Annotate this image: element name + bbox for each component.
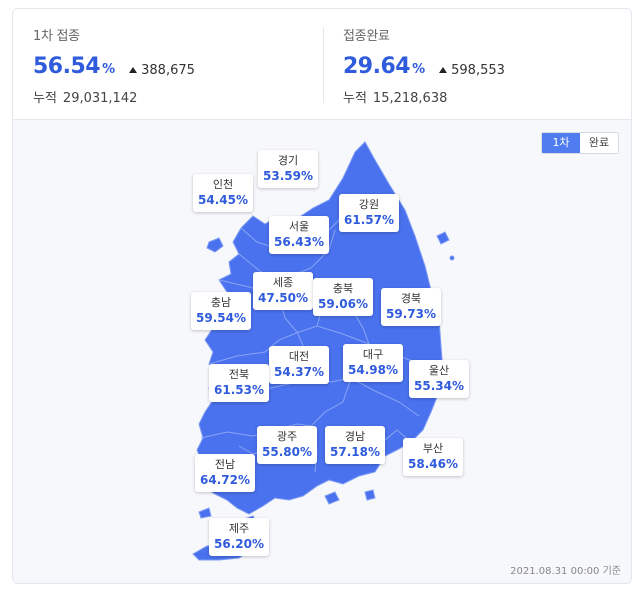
first-dose-cumulative: 누적 29,031,142	[33, 87, 195, 106]
region-name: 울산	[428, 364, 450, 377]
region-name: 부산	[422, 442, 444, 455]
completed-percent: 29.64	[343, 54, 411, 79]
region-border	[208, 325, 370, 365]
first-dose-delta-value: 388,675	[141, 62, 195, 78]
region-jeju[interactable]: 제주 56.20%	[209, 518, 269, 556]
dose-toggle: 1차 완료	[541, 132, 619, 154]
region-gwangju[interactable]: 광주 55.80%	[257, 426, 317, 464]
up-triangle-icon	[439, 67, 448, 73]
first-dose-label: 1차 접종	[33, 29, 80, 44]
region-gyeongnam[interactable]: 경남 57.18%	[325, 426, 385, 464]
first-dose-delta: 388,675	[129, 63, 195, 78]
region-busan[interactable]: 부산 58.46%	[403, 438, 463, 476]
completed-cumulative: 누적 15,218,638	[343, 87, 505, 106]
region-name: 제주	[228, 522, 250, 535]
region-chungnam[interactable]: 충남 59.54%	[191, 292, 251, 330]
region-seoul[interactable]: 서울 56.43%	[269, 216, 329, 254]
region-name: 충남	[210, 296, 232, 309]
completed-delta: 598,553	[439, 63, 505, 78]
region-name: 전북	[228, 368, 250, 381]
region-sejong[interactable]: 세종 47.50%	[253, 272, 313, 310]
region-gyeongbuk[interactable]: 경북 59.73%	[381, 288, 441, 326]
south-island-shape	[364, 489, 376, 501]
region-name: 광주	[276, 430, 298, 443]
region-incheon[interactable]: 인천 54.45%	[193, 174, 253, 212]
ulleung-island-shape	[449, 255, 455, 261]
region-value: 54.45%	[198, 193, 248, 207]
completed-delta-value: 598,553	[451, 62, 505, 78]
region-value: 53.59%	[263, 169, 313, 183]
region-name: 인천	[212, 178, 234, 191]
incheon-island-shape	[206, 237, 224, 253]
region-name: 경북	[400, 292, 422, 305]
completed-cumulative-label: 누적	[343, 91, 367, 106]
east-island-shape	[436, 231, 450, 245]
region-value: 59.06%	[318, 297, 368, 311]
region-name: 서울	[288, 220, 310, 233]
region-chungbuk[interactable]: 충북 59.06%	[313, 278, 373, 316]
map-area: 1차 완료	[13, 119, 631, 583]
vaccination-card: 1차 접종 56.54 % 388,675 누적 29,031,142 접종완료 …	[12, 8, 632, 584]
region-daegu[interactable]: 대구 54.98%	[343, 344, 403, 382]
first-dose-percent: 56.54	[33, 54, 101, 79]
region-value: 55.34%	[414, 379, 464, 393]
region-ulsan[interactable]: 울산 55.34%	[409, 360, 469, 398]
completed-cumulative-value: 15,218,638	[372, 91, 448, 106]
south-island-shape	[324, 491, 340, 505]
region-name: 충북	[332, 282, 354, 295]
first-dose-cumulative-value: 29,031,142	[62, 91, 138, 106]
south-island-shape	[198, 507, 212, 519]
region-name: 세종	[272, 276, 294, 289]
region-value: 56.20%	[214, 537, 264, 551]
region-value: 47.50%	[258, 291, 308, 305]
region-gangwon[interactable]: 강원 61.57%	[339, 194, 399, 232]
region-name: 전남	[214, 458, 236, 471]
region-name: 대전	[288, 350, 310, 363]
region-value: 58.46%	[408, 457, 458, 471]
first-dose-percent-unit: %	[102, 62, 116, 77]
region-gyeonggi[interactable]: 경기 53.59%	[258, 150, 318, 188]
region-value: 59.54%	[196, 311, 246, 325]
region-value: 54.98%	[348, 363, 398, 377]
first-dose-cumulative-label: 누적	[33, 91, 57, 106]
region-jeonnam[interactable]: 전남 64.72%	[195, 454, 255, 492]
completed-percent-unit: %	[412, 62, 426, 77]
summary-section: 1차 접종 56.54 % 388,675 누적 29,031,142 접종완료 …	[13, 9, 631, 119]
mainland-shape	[196, 141, 444, 515]
region-border	[350, 377, 420, 417]
region-name: 경기	[277, 154, 299, 167]
region-value: 61.53%	[214, 383, 264, 397]
completed-label: 접종완료	[343, 29, 390, 44]
region-name: 대구	[362, 348, 384, 361]
region-value: 61.57%	[344, 213, 394, 227]
region-value: 59.73%	[386, 307, 436, 321]
up-triangle-icon	[129, 67, 138, 73]
region-value: 56.43%	[274, 235, 324, 249]
region-jeonbuk[interactable]: 전북 61.53%	[209, 364, 269, 402]
region-name: 경남	[344, 430, 366, 443]
region-value: 57.18%	[330, 445, 380, 459]
basis-timestamp: 2021.08.31 00:00 기준	[510, 566, 621, 577]
region-daejeon[interactable]: 대전 54.37%	[269, 346, 329, 384]
region-value: 54.37%	[274, 365, 324, 379]
summary-divider	[323, 27, 324, 103]
completed-stat: 접종완료 29.64 % 598,553 누적 15,218,638	[343, 25, 505, 106]
region-name: 강원	[358, 198, 380, 211]
region-value: 64.72%	[200, 473, 250, 487]
toggle-completed-button[interactable]: 완료	[580, 133, 618, 153]
region-value: 55.80%	[262, 445, 312, 459]
first-dose-stat: 1차 접종 56.54 % 388,675 누적 29,031,142	[33, 25, 195, 106]
toggle-first-dose-button[interactable]: 1차	[542, 133, 580, 153]
